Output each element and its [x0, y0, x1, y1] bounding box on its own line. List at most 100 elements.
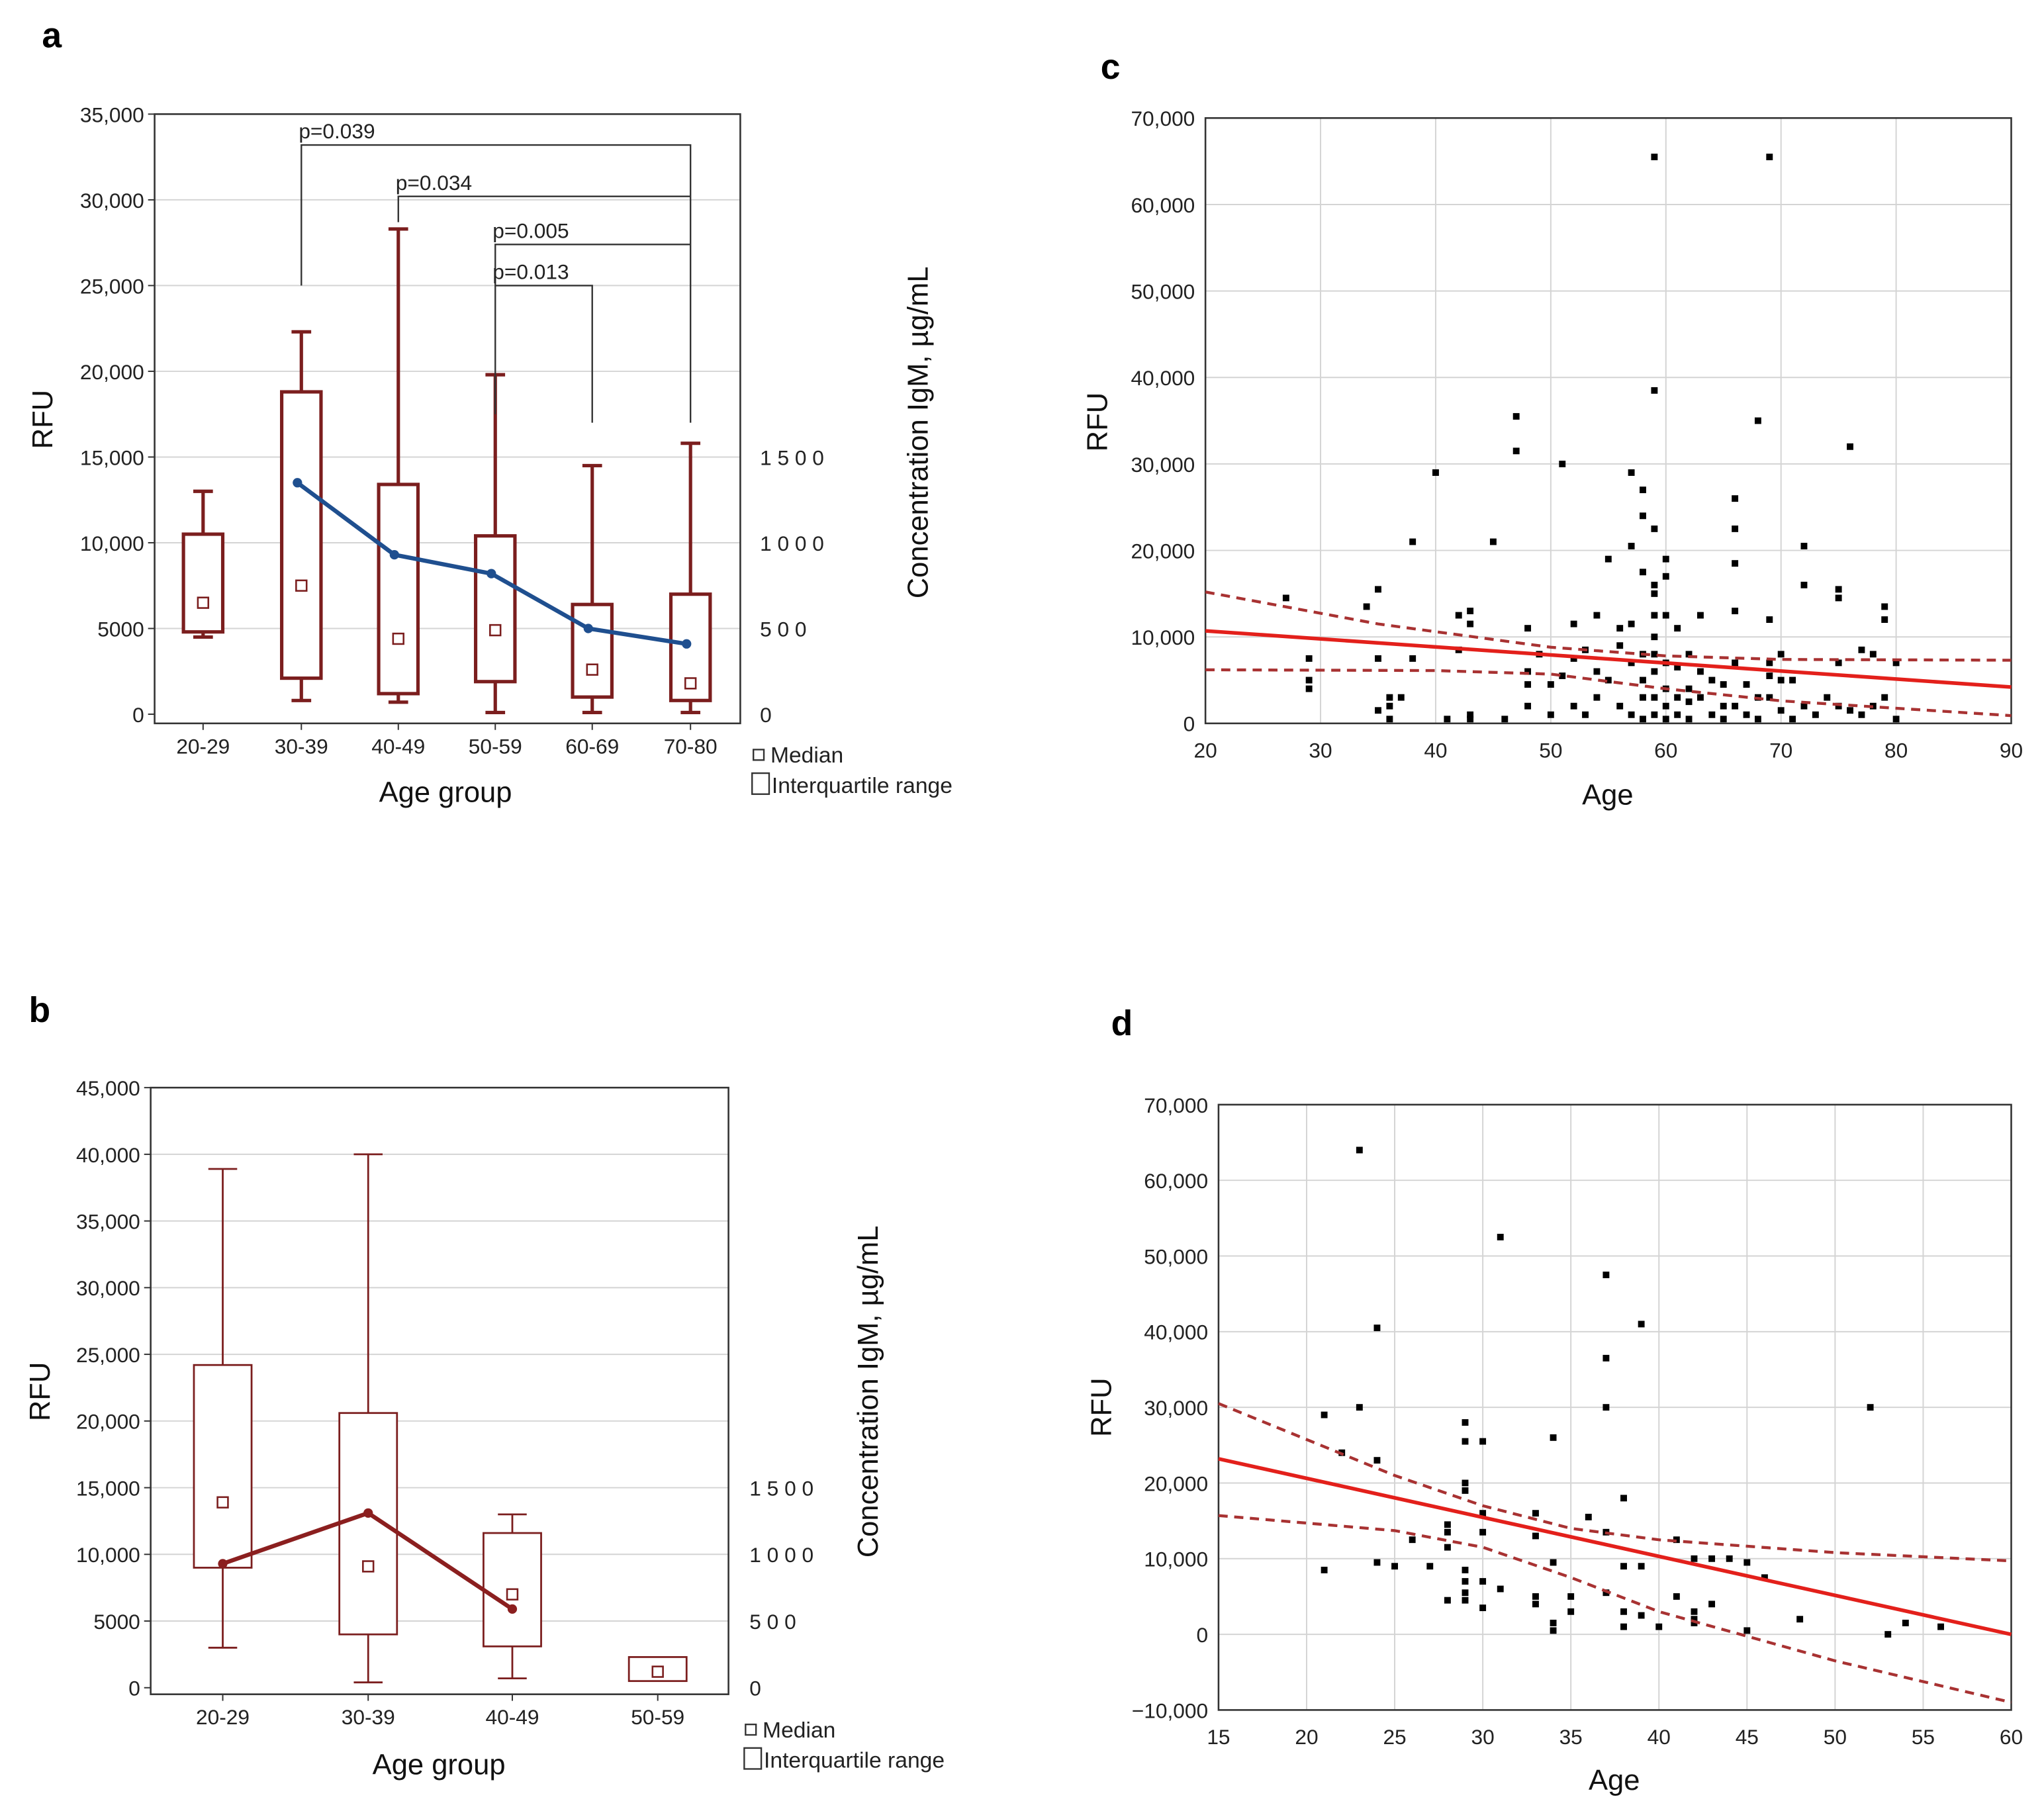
y2-tick-label: 0 — [760, 703, 772, 727]
data-point — [1532, 1532, 1539, 1540]
y-tick-label: 0 — [1184, 712, 1195, 736]
data-point — [1391, 1563, 1399, 1570]
iqr-box — [338, 1412, 398, 1636]
data-point — [1532, 1601, 1539, 1608]
y-tick-label: 30,000 — [1144, 1396, 1208, 1420]
data-point — [1603, 1404, 1610, 1411]
concentration-point — [389, 549, 399, 560]
data-point — [1777, 651, 1785, 658]
data-point — [1743, 681, 1750, 688]
data-point — [1479, 1528, 1487, 1536]
median-marker — [216, 1496, 229, 1509]
data-point — [1708, 1601, 1716, 1608]
legend-median-icon — [753, 749, 765, 761]
data-point — [1881, 616, 1888, 624]
data-point — [1732, 495, 1739, 502]
x-tick-label: 20-29 — [176, 734, 230, 758]
data-point — [1743, 1559, 1751, 1566]
data-point — [1356, 1404, 1363, 1411]
data-point — [1720, 716, 1727, 723]
data-point — [1305, 676, 1313, 684]
median-marker — [651, 1665, 664, 1678]
significance-bracket — [495, 285, 593, 423]
data-point — [1697, 668, 1704, 675]
x-tick-label: 70 — [1769, 738, 1792, 762]
x-tick-label: 20-29 — [196, 1705, 250, 1729]
data-point — [1462, 1438, 1469, 1445]
y-tick-label: 15,000 — [80, 445, 144, 469]
data-point — [1532, 1593, 1539, 1600]
data-point — [1479, 1510, 1487, 1517]
data-point — [1524, 681, 1532, 688]
data-point — [1593, 668, 1601, 675]
y-tick-label: 0 — [1196, 1623, 1208, 1647]
y-tick-label: 60,000 — [1131, 193, 1195, 217]
p-value-label: p=0.013 — [492, 260, 569, 284]
data-point — [1651, 590, 1658, 597]
data-point — [1892, 716, 1900, 723]
data-point — [1789, 676, 1796, 684]
data-point — [1835, 586, 1842, 593]
data-point — [1462, 1419, 1469, 1426]
data-point — [1673, 1593, 1680, 1600]
data-point — [1524, 702, 1532, 710]
data-point — [1567, 1593, 1575, 1600]
data-point — [1726, 1555, 1733, 1562]
data-point — [1869, 651, 1877, 658]
regression-line — [1218, 1457, 2012, 1636]
data-point — [1685, 698, 1693, 706]
data-point — [1881, 603, 1888, 610]
data-point — [1708, 676, 1716, 684]
p-value-label: p=0.005 — [492, 218, 569, 242]
data-point — [1835, 702, 1842, 710]
x-tick-label: 70-80 — [664, 734, 718, 758]
data-point — [1559, 673, 1566, 679]
x-tick-label: 50-59 — [631, 1705, 684, 1729]
panel-label: b — [29, 991, 51, 1030]
data-point — [1662, 716, 1669, 723]
y-tick-label: 15,000 — [76, 1476, 140, 1500]
regression-line — [1205, 629, 2012, 689]
y2-tick-label: 1 5 0 0 — [760, 445, 824, 469]
data-point — [1501, 716, 1509, 723]
x-tick-label: 40-49 — [485, 1705, 539, 1729]
data-point — [1824, 694, 1831, 701]
data-point — [1570, 655, 1577, 662]
y-tick-label: 10,000 — [76, 1543, 140, 1567]
data-point — [1532, 1510, 1539, 1517]
data-point — [1386, 694, 1393, 701]
data-point — [1766, 616, 1773, 624]
x-tick-label: 25 — [1383, 1725, 1406, 1749]
concentration-point — [487, 569, 496, 579]
data-point — [1732, 659, 1739, 667]
legend-iqr-icon — [743, 1747, 763, 1770]
data-point — [1691, 1619, 1698, 1626]
concentration-point — [218, 1559, 228, 1569]
data-point — [1640, 569, 1646, 576]
data-point — [1638, 1321, 1645, 1328]
data-point — [1620, 1563, 1627, 1570]
data-point — [1835, 594, 1842, 602]
data-point — [1685, 685, 1693, 692]
data-point — [1691, 1608, 1698, 1615]
chart-c-scatter-age-rfu: c 20 30 40 50 60 70 80 90 0 10,000 20,000 30,000 40,0… — [1082, 48, 2023, 812]
y-tick-label: 25,000 — [76, 1343, 140, 1367]
data-point — [1640, 676, 1646, 684]
data-point — [1651, 525, 1658, 532]
y-tick-label: 5000 — [97, 617, 144, 641]
data-point — [1497, 1585, 1504, 1593]
data-point — [1282, 594, 1289, 602]
data-point — [1409, 655, 1417, 662]
y-axis-title: RFU — [1082, 393, 1114, 451]
concentration-point — [363, 1508, 373, 1518]
y-tick-label: 10,000 — [1144, 1548, 1208, 1571]
y-axis-title: RFU — [1086, 1377, 1118, 1436]
data-point — [1674, 711, 1681, 718]
data-point — [1743, 1627, 1751, 1634]
data-point — [1512, 413, 1520, 420]
data-point — [1640, 487, 1646, 494]
y-tick-label: 5000 — [93, 1610, 140, 1634]
data-point — [1754, 716, 1761, 723]
data-point — [1743, 711, 1750, 718]
data-point — [1462, 1578, 1469, 1585]
